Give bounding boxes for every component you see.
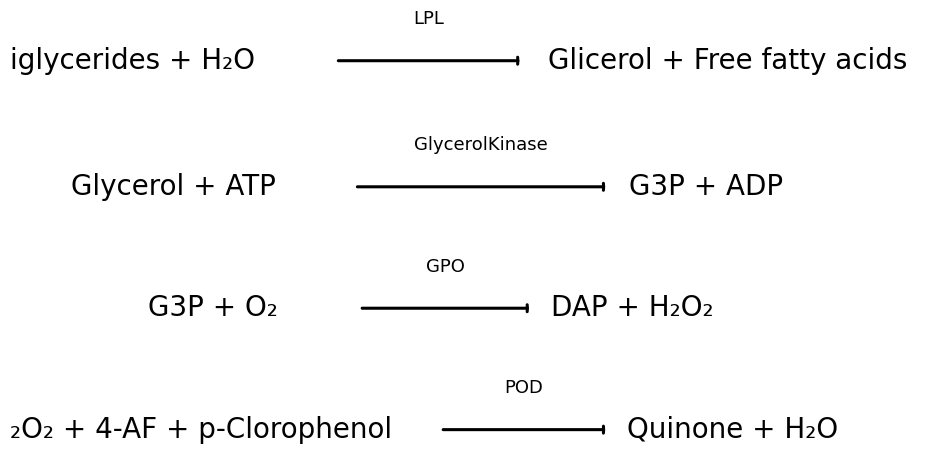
Text: G3P + O₂: G3P + O₂ — [148, 294, 277, 322]
Text: GPO: GPO — [426, 257, 465, 276]
Text: DAP + H₂O₂: DAP + H₂O₂ — [550, 294, 713, 322]
Text: LPL: LPL — [413, 10, 444, 28]
Text: Quinone + H₂O: Quinone + H₂O — [626, 416, 838, 444]
Text: Glicerol + Free fatty acids: Glicerol + Free fatty acids — [547, 47, 906, 75]
Text: Glycerol + ATP: Glycerol + ATP — [71, 173, 276, 201]
Text: GlycerolKinase: GlycerolKinase — [414, 136, 547, 154]
Text: iglycerides + H₂O: iglycerides + H₂O — [10, 47, 254, 75]
Text: ₂O₂ + 4-AF + p-Clorophenol: ₂O₂ + 4-AF + p-Clorophenol — [10, 416, 391, 444]
Text: POD: POD — [505, 379, 543, 397]
Text: G3P + ADP: G3P + ADP — [628, 173, 783, 201]
